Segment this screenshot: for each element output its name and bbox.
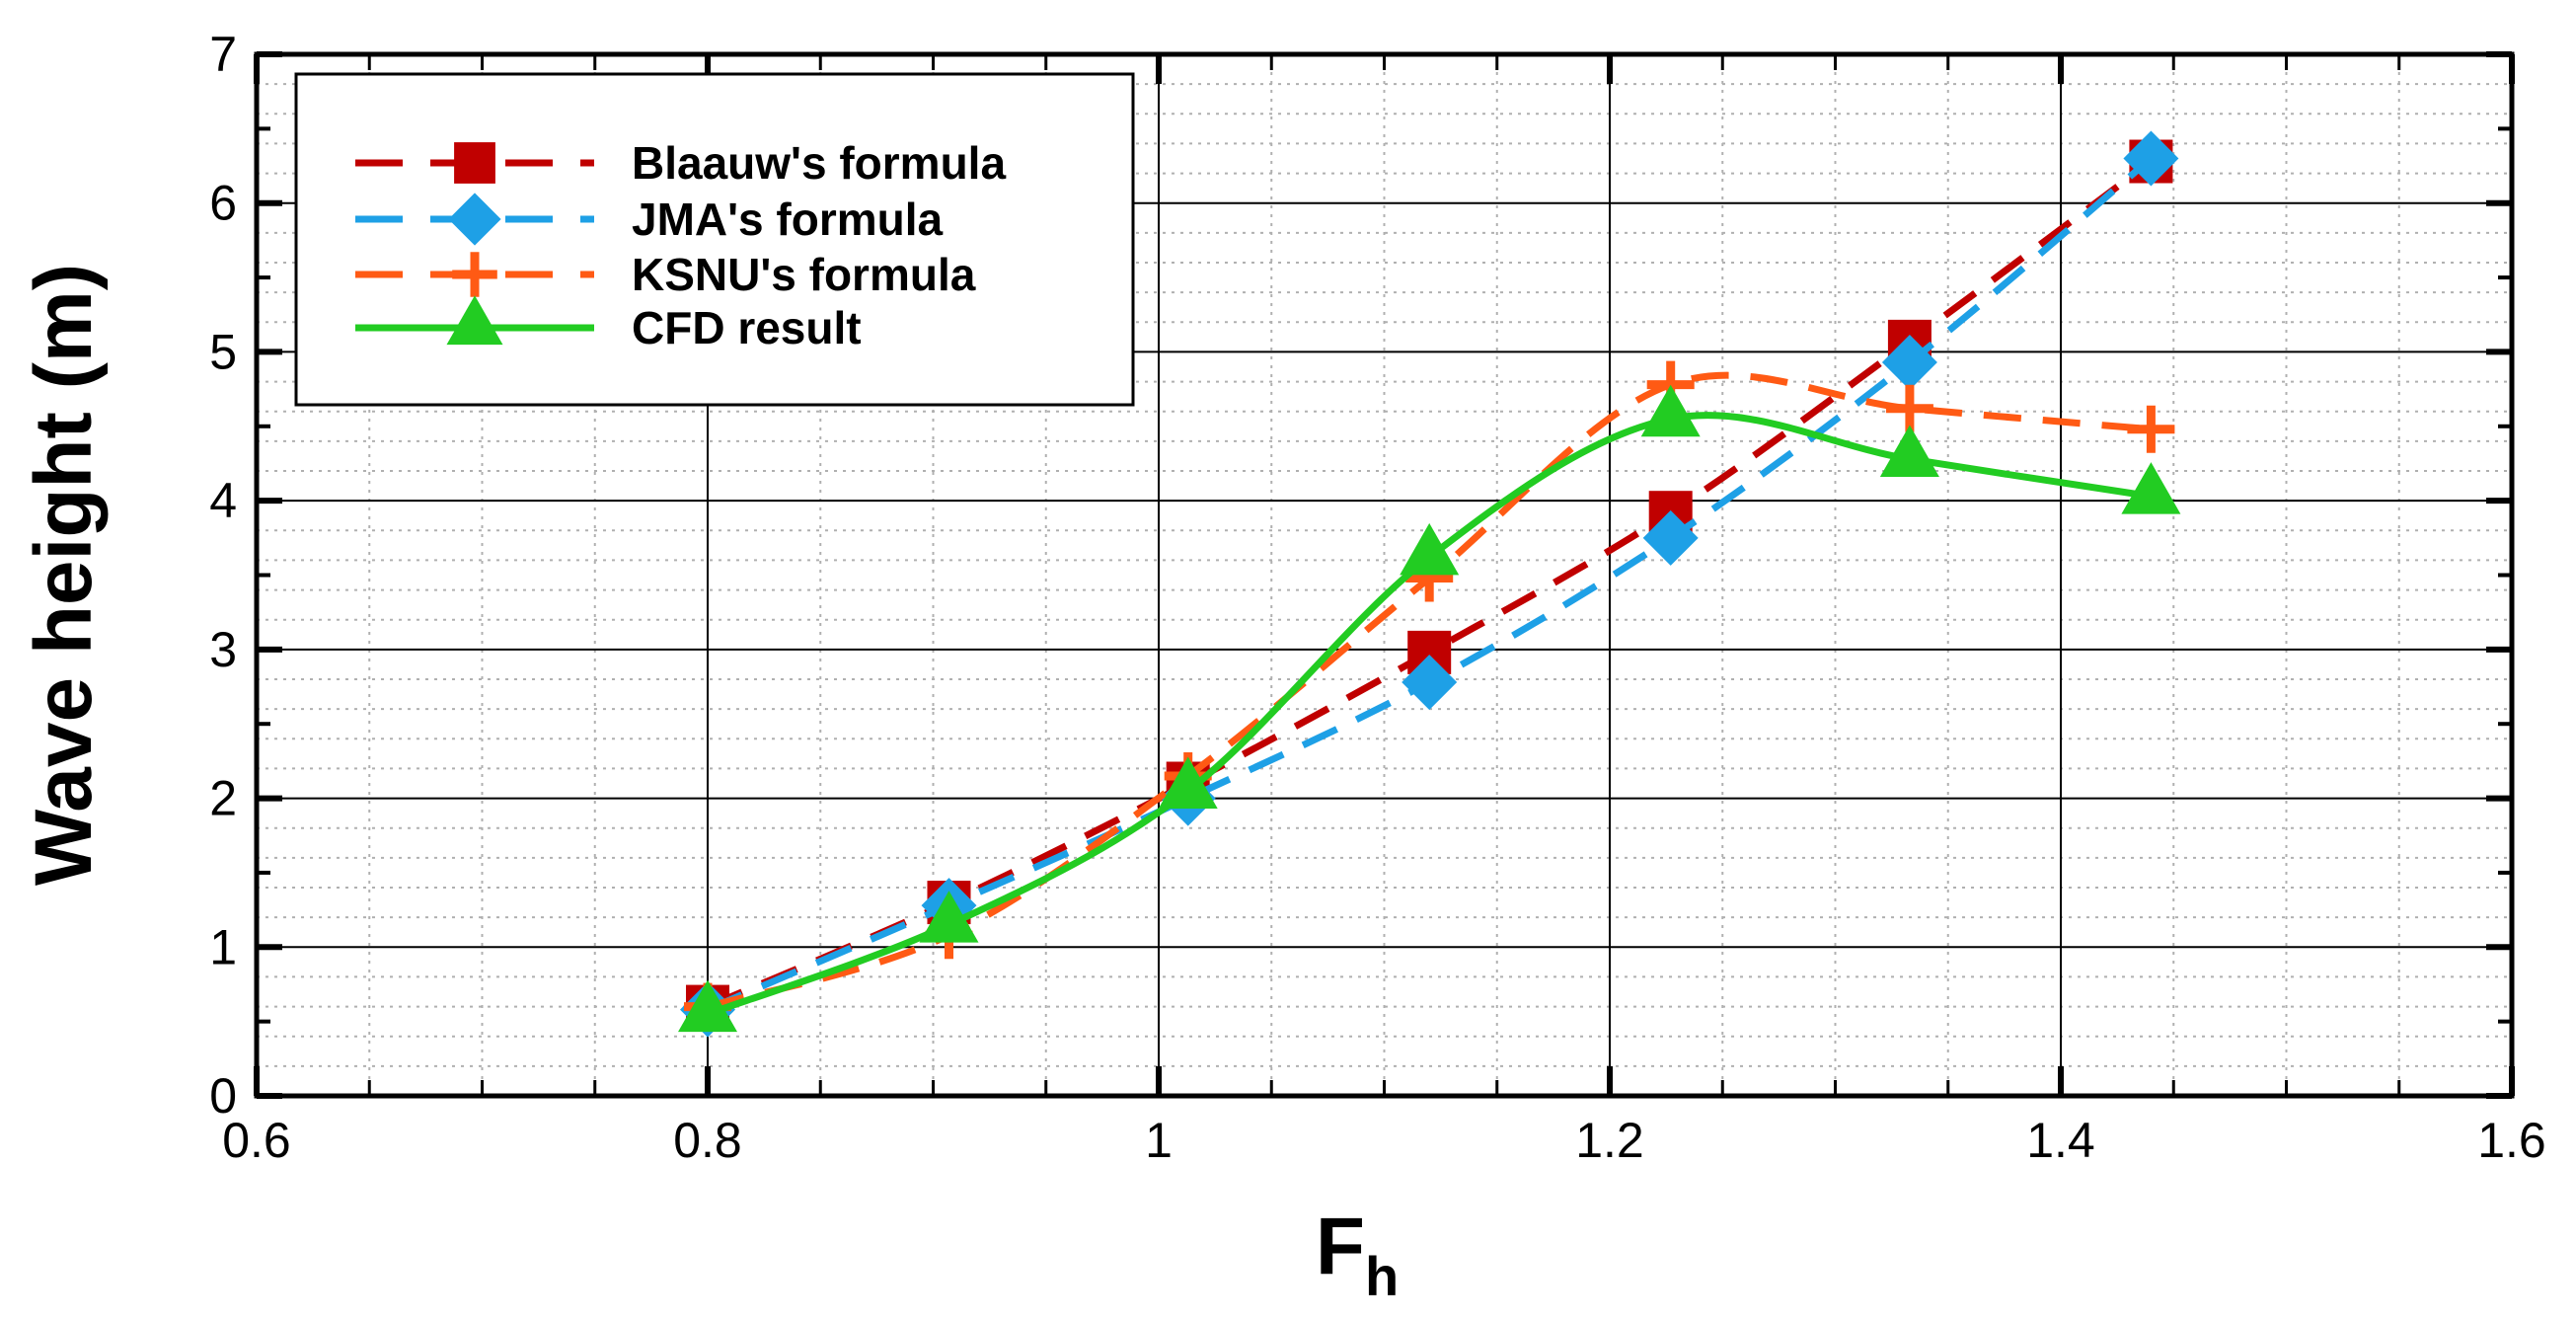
data-point-diamond [1402,655,1458,711]
data-point-triangle [1400,522,1460,576]
x-tick-label: 0.6 [222,1113,291,1168]
legend-item-2: JMA's formula [355,193,944,246]
data-point-diamond [1642,509,1699,566]
data-point-plus [2127,405,2175,453]
data-point-triangle [2121,462,2181,514]
legend-label: KSNU's formula [632,249,976,300]
data-point-triangle [1158,756,1218,810]
x-tick-label: 1.2 [1575,1113,1644,1168]
x-tick-label: 1.6 [2477,1113,2546,1168]
x-tick-label: 0.8 [673,1113,742,1168]
x-axis-title: Fh [1316,1202,1399,1307]
data-point-triangle [1640,384,1701,437]
x-tick-label: 1 [1145,1113,1173,1168]
y-tick-label: 6 [209,176,237,231]
data-point-diamond [1881,334,1937,390]
y-tick-label: 0 [209,1068,237,1124]
legend-item-4: CFD result [355,295,862,353]
legend-marker-triangle [446,295,503,346]
ticks-layer [254,51,2515,1099]
series-layer [678,130,2181,1038]
data-point-triangle [919,891,979,943]
data-point-triangle [1879,425,1939,477]
labels-layer: 0 1 2 3 4 5 6 7 0.6 0.8 1 1.2 1.4 1.6 [209,27,2546,1168]
legend-label: JMA's formula [632,194,944,245]
x-axis-title-subscript: h [1365,1245,1399,1307]
data-point-diamond [2123,130,2179,187]
legend-item-3: KSNU's formula [355,249,976,300]
x-tick-label: 1.4 [2026,1113,2095,1168]
y-tick-label: 5 [209,324,237,379]
x-axis-title-main: F [1316,1202,1365,1291]
y-tick-label: 7 [209,27,237,82]
series-4 [678,384,2181,1033]
y-tick-label: 2 [209,771,237,826]
legend-marker-square [454,142,495,184]
legend-item-1: Blaauw's formula [355,137,1006,189]
legend-label: CFD result [632,302,862,353]
series-line [706,412,2152,1018]
y-tick-label: 1 [209,919,237,974]
legend-box [294,72,1135,407]
y-axis-title: Wave height (m) [19,264,109,886]
legend-label: Blaauw's formula [632,137,1006,189]
y-tick-label: 3 [209,622,237,677]
data-point-plus [1885,384,1933,432]
y-tick-label: 4 [209,473,237,528]
legend-marker-plus [452,252,497,297]
data-point-triangle [678,979,737,1033]
legend-marker-diamond [448,193,501,246]
